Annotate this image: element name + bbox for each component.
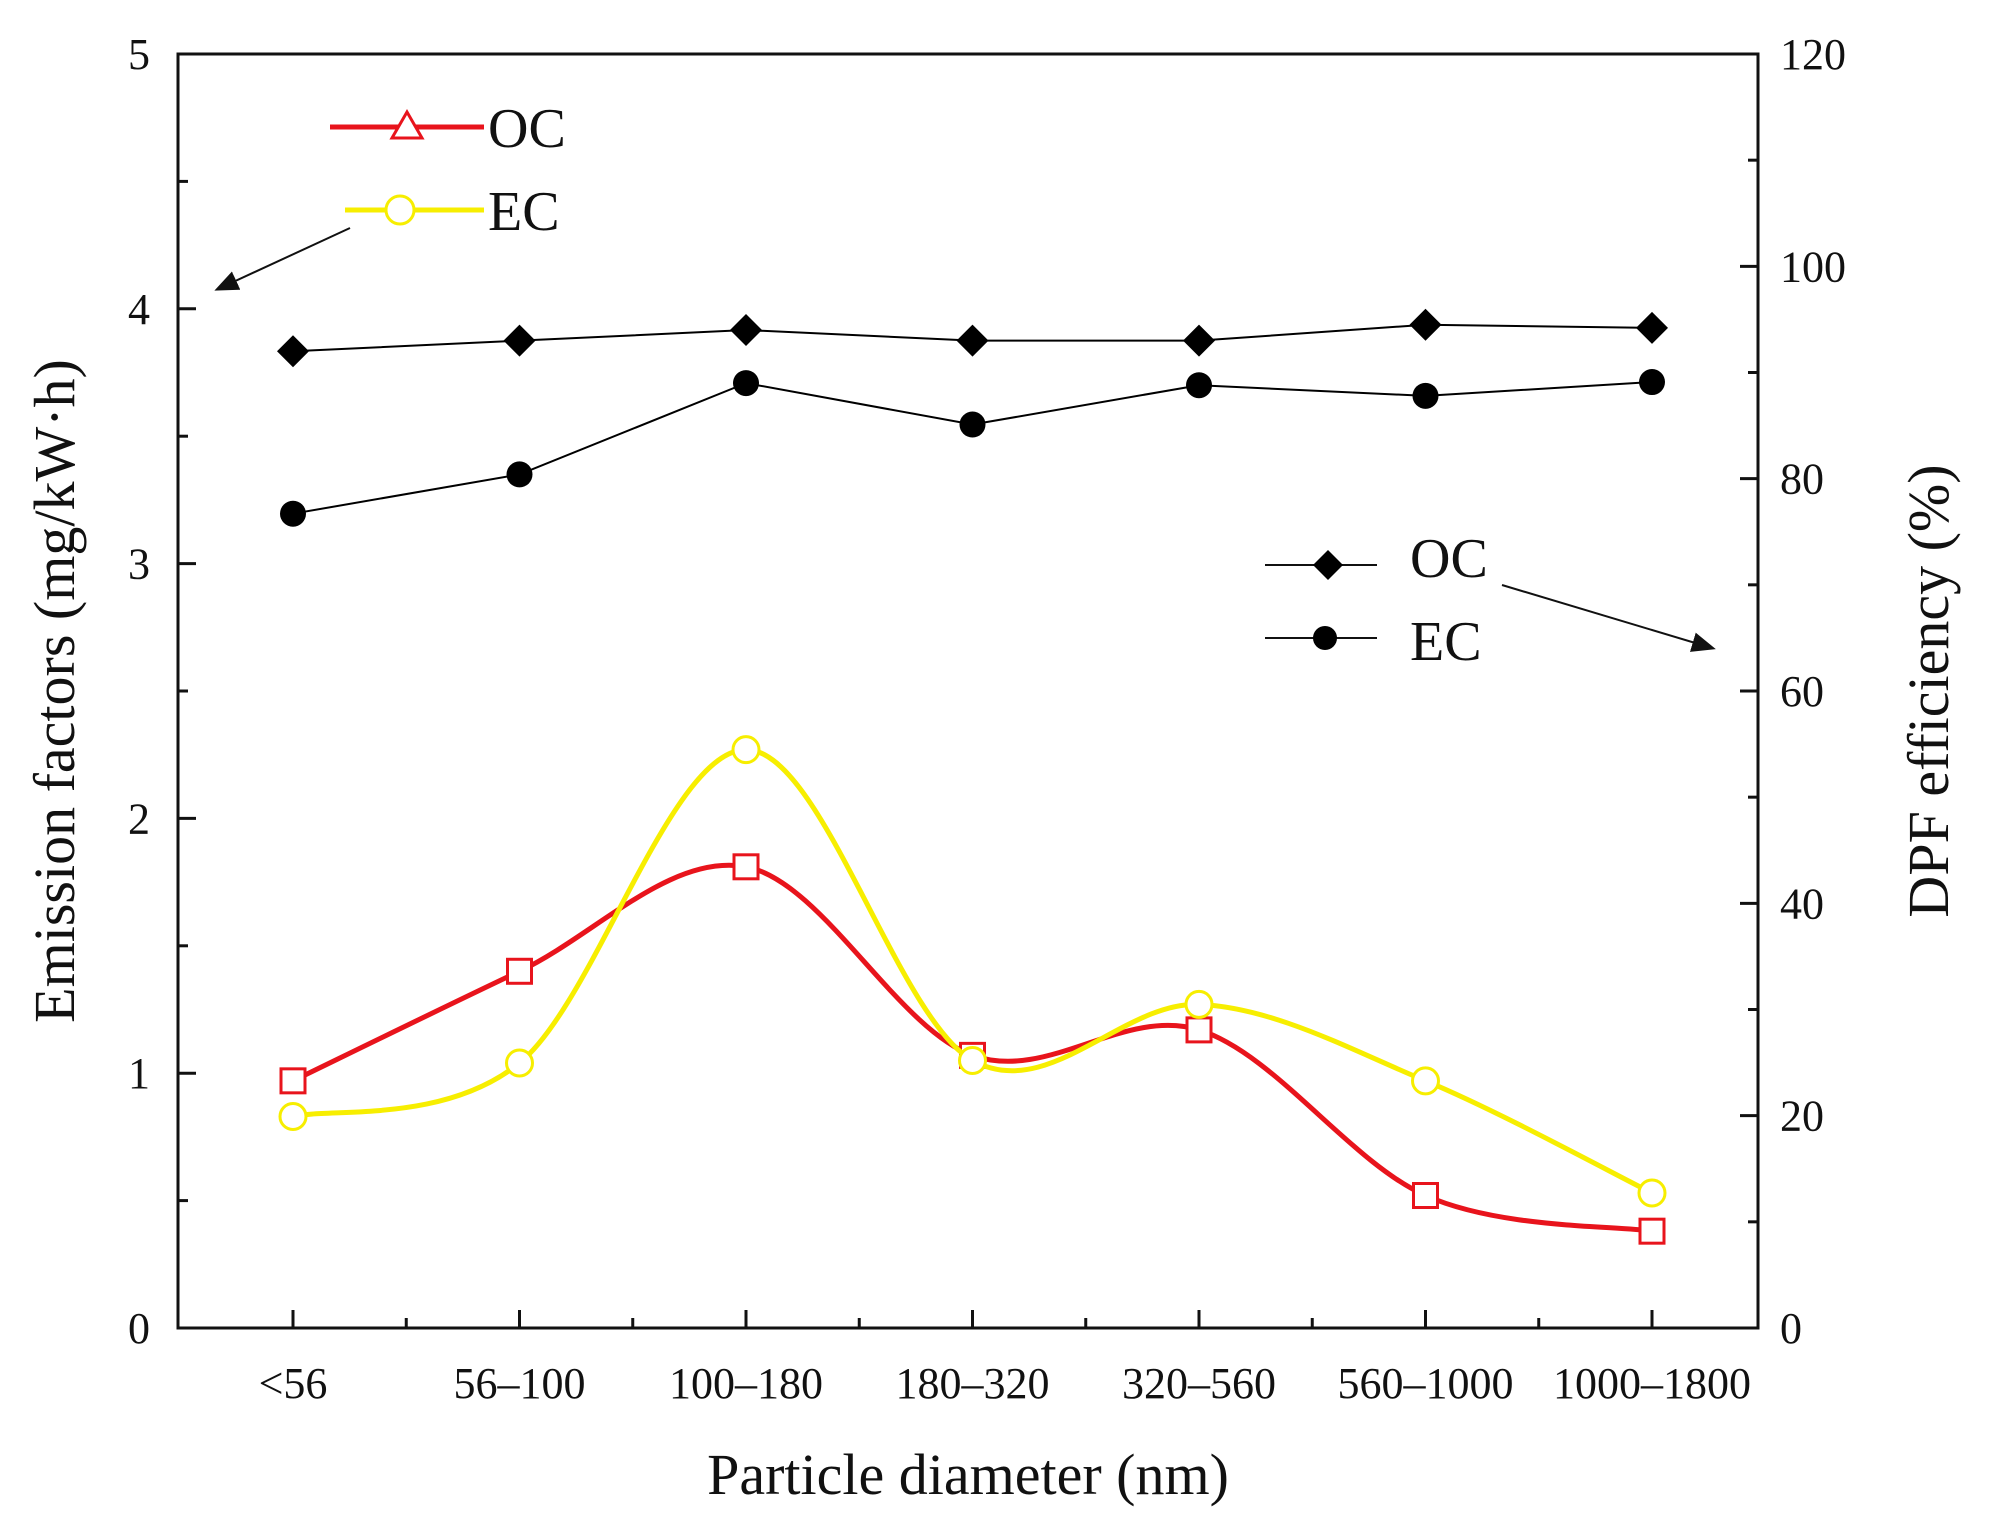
data-point-ec-efficiency xyxy=(733,370,759,397)
data-point-ec-emission xyxy=(278,1102,308,1132)
series-line-ec-efficiency xyxy=(292,381,1653,515)
data-point-ec-efficiency xyxy=(959,411,986,438)
legend-oc-emission-label: OC xyxy=(488,98,566,160)
legend-emission: OC EC xyxy=(214,98,566,291)
data-point-ec-emission xyxy=(958,1045,987,1075)
right-tick-label: 120 xyxy=(1780,30,1846,79)
left-tick-label: 3 xyxy=(128,540,150,589)
right-tick-label: 80 xyxy=(1780,455,1824,504)
x-tick-label: 1000–1800 xyxy=(1553,1359,1751,1408)
x-tick-label: 320–560 xyxy=(1122,1359,1276,1408)
data-point-oc-efficiency xyxy=(503,324,536,357)
plot-frame xyxy=(176,52,1760,1330)
x-axis-ticks: <56 56–100 100–180 180–320 320–560 560–1000 10… xyxy=(259,1310,1751,1408)
legend-oc-efficiency-label: OC xyxy=(1410,528,1488,590)
legend-emission-arrow xyxy=(214,227,351,291)
legend-ec-efficiency-circle-marker xyxy=(1313,626,1337,650)
left-tick-label: 2 xyxy=(128,794,150,843)
series-oc-efficiency xyxy=(277,308,1668,368)
data-point-oc-emission xyxy=(506,957,533,985)
right-tick-label: 0 xyxy=(1780,1304,1802,1353)
data-point-ec-emission xyxy=(1184,989,1214,1019)
x-tick-label: 56–100 xyxy=(454,1359,586,1408)
data-point-ec-emission xyxy=(1637,1178,1667,1208)
left-tick-label: 1 xyxy=(128,1049,150,1098)
x-tick-label: 100–180 xyxy=(669,1359,823,1408)
data-point-oc-emission xyxy=(1412,1182,1439,1210)
left-axis-title: Emission factors (mg/kW·h) xyxy=(22,359,87,1023)
data-point-oc-emission xyxy=(1185,1016,1213,1044)
x-tick-label: 180–320 xyxy=(896,1359,1050,1408)
data-point-ec-efficiency xyxy=(1186,372,1212,399)
legend-efficiency-arrow xyxy=(1501,584,1716,652)
legend-oc-efficiency-diamond-marker xyxy=(1313,550,1343,580)
legend-efficiency: OC EC xyxy=(1265,528,1716,673)
legend-ec-emission-circle-marker xyxy=(384,194,416,226)
data-point-ec-efficiency xyxy=(1412,382,1439,409)
right-tick-label: 100 xyxy=(1780,242,1846,291)
right-tick-label: 40 xyxy=(1780,879,1824,928)
legend-ec-efficiency-label: EC xyxy=(1410,611,1482,673)
data-point-oc-efficiency xyxy=(1636,311,1668,344)
data-point-ec-emission xyxy=(731,735,761,765)
x-tick-label: 560–1000 xyxy=(1338,1359,1514,1408)
legend-ec-emission-label: EC xyxy=(488,181,560,243)
right-tick-label: 60 xyxy=(1780,667,1824,716)
data-point-oc-efficiency xyxy=(956,324,989,357)
series-ec-efficiency xyxy=(280,369,1665,527)
data-point-oc-emission xyxy=(279,1067,307,1095)
data-point-oc-efficiency xyxy=(1409,308,1442,341)
legend-oc-emission-triangle-marker xyxy=(389,108,425,140)
right-axis-title: DPF efficiency (%) xyxy=(1896,464,1961,917)
left-tick-label: 4 xyxy=(128,285,150,334)
data-point-oc-efficiency xyxy=(277,335,309,368)
left-axis-ticks: 0 1 2 3 4 5 xyxy=(128,30,196,1353)
x-axis-title: Particle diameter (nm) xyxy=(707,1442,1229,1507)
right-tick-label: 20 xyxy=(1780,1092,1824,1141)
data-point-ec-efficiency xyxy=(1639,369,1665,396)
series-layer xyxy=(277,308,1668,1245)
data-point-ec-emission xyxy=(505,1048,534,1078)
series-ec-emission xyxy=(278,735,1667,1208)
right-axis-ticks: 0 20 40 60 80 100 120 xyxy=(1740,30,1846,1353)
data-point-oc-efficiency xyxy=(1183,324,1215,357)
data-point-oc-emission xyxy=(732,853,760,881)
data-point-ec-efficiency xyxy=(280,500,306,527)
left-tick-label: 0 xyxy=(128,1304,150,1353)
series-line-ec-emission xyxy=(292,747,1654,1196)
data-point-oc-emission xyxy=(1638,1217,1666,1245)
left-tick-label: 5 xyxy=(128,30,150,79)
x-tick-label: <56 xyxy=(259,1359,328,1408)
data-point-oc-efficiency xyxy=(730,314,762,347)
data-point-ec-emission xyxy=(1411,1066,1440,1096)
data-point-ec-efficiency xyxy=(506,461,533,488)
